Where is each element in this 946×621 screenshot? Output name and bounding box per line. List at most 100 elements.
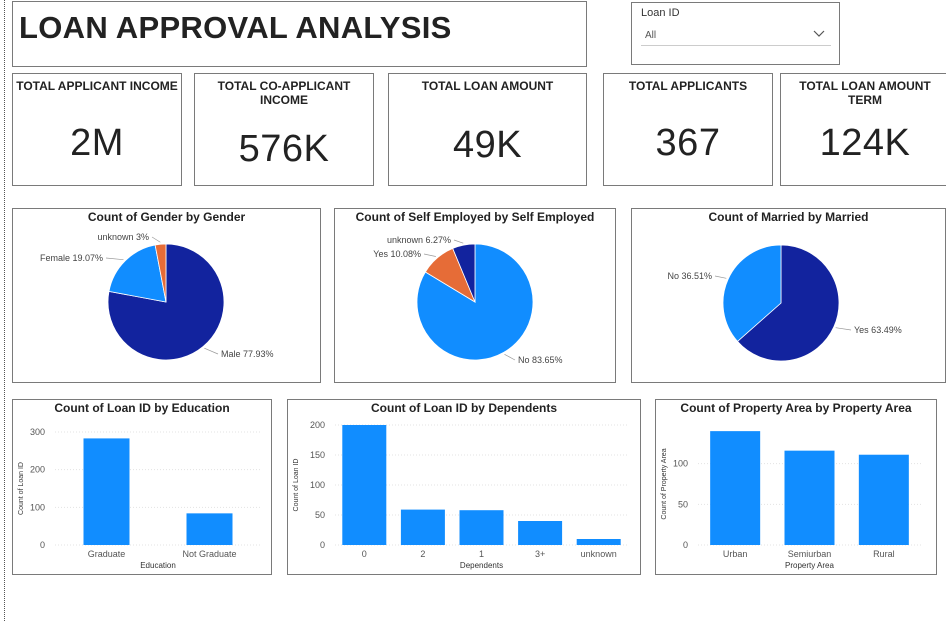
pie-data-label: Female 19.07% bbox=[40, 253, 103, 263]
chart-title: Count of Gender by Gender bbox=[87, 210, 246, 224]
bar[interactable] bbox=[400, 509, 445, 545]
pie-slice[interactable] bbox=[736, 244, 840, 362]
slicer-label: Loan ID bbox=[641, 7, 680, 19]
chart-title: Count of Self Employed by Self Employed bbox=[355, 210, 595, 224]
y-tick-label: 100 bbox=[310, 480, 325, 490]
slicer-selected-value: All bbox=[645, 30, 657, 41]
slicer-dropdown[interactable]: All bbox=[641, 25, 831, 46]
chevron-down-icon[interactable] bbox=[813, 30, 825, 38]
bar[interactable] bbox=[342, 425, 387, 545]
kpi-value: 576K bbox=[238, 128, 330, 170]
pie-data-label: No 83.65% bbox=[518, 355, 563, 365]
x-tick-label: 3+ bbox=[535, 549, 545, 559]
gender-pie-card: Count of Gender by Gender Male 77.93% Fem… bbox=[12, 208, 321, 383]
pie-leader-line bbox=[204, 347, 219, 355]
y-axis-label: Count of Property Area bbox=[661, 448, 668, 519]
y-tick-label: 300 bbox=[30, 427, 45, 437]
y-tick-label: 0 bbox=[320, 540, 325, 550]
pie-slice[interactable] bbox=[108, 244, 167, 303]
loan-id-slicer[interactable]: Loan ID All bbox=[631, 2, 840, 65]
kpi-title: TOTAL APPLICANTS bbox=[628, 79, 748, 93]
pie-leader-line bbox=[105, 257, 124, 261]
chart-title: Count of Loan ID by Education bbox=[54, 401, 230, 415]
x-tick-label: 2 bbox=[420, 549, 425, 559]
chart-title: Count of Property Area by Property Area bbox=[680, 401, 912, 415]
x-axis-label: Education bbox=[140, 561, 176, 570]
bar[interactable] bbox=[186, 513, 233, 545]
property-area-bar-chart: 0 50 100 Urban Semiurban Rural Property Area Co… bbox=[661, 431, 921, 570]
x-axis-label: Dependents bbox=[460, 561, 503, 570]
married-pie-card: Count of Married by Married Yes 63.49% No… bbox=[631, 208, 946, 383]
pie-leader-line bbox=[151, 236, 161, 243]
x-tick-label: Semiurban bbox=[788, 549, 832, 559]
y-tick-label: 50 bbox=[678, 499, 688, 509]
canvas-border bbox=[4, 0, 5, 621]
kpi-card-coapplicant-income: TOTAL CO-APPLICANT INCOME 576K bbox=[194, 73, 374, 186]
kpi-value: 367 bbox=[655, 122, 721, 164]
pie-leader-line bbox=[504, 353, 516, 361]
bar[interactable] bbox=[858, 454, 909, 545]
y-tick-label: 0 bbox=[40, 540, 45, 550]
pie-data-label: unknown 3% bbox=[97, 232, 149, 242]
kpi-value: 124K bbox=[819, 122, 911, 164]
pie-leader-line bbox=[453, 239, 464, 244]
x-axis-label: Property Area bbox=[785, 561, 834, 570]
kpi-title: TOTAL LOAN AMOUNT TERM bbox=[799, 79, 931, 107]
kpi-title: TOTAL LOAN AMOUNT bbox=[421, 79, 554, 93]
kpi-title: TOTAL APPLICANT INCOME bbox=[16, 79, 178, 93]
x-tick-label: Not Graduate bbox=[182, 549, 236, 559]
kpi-card-applicants: TOTAL APPLICANTS 367 bbox=[603, 73, 773, 186]
y-tick-label: 150 bbox=[310, 450, 325, 460]
self-employed-pie-card: Count of Self Employed by Self Employed … bbox=[334, 208, 616, 383]
property-area-bar-card: Count of Property Area by Property Area … bbox=[655, 399, 937, 575]
dependents-bar-card: Count of Loan ID by Dependents 0 50 100 150… bbox=[287, 399, 641, 575]
kpi-title: TOTAL CO-APPLICANT INCOME bbox=[217, 79, 351, 107]
pie-leader-line bbox=[423, 253, 436, 257]
bar[interactable] bbox=[83, 438, 130, 545]
chart-title: Count of Married by Married bbox=[708, 210, 869, 224]
bar[interactable] bbox=[710, 431, 761, 545]
y-axis-label: Count of Loan ID bbox=[18, 462, 25, 515]
y-axis-label: Count of Loan ID bbox=[293, 459, 300, 512]
kpi-card-applicant-income: TOTAL APPLICANT INCOME 2M bbox=[12, 73, 182, 186]
pie-slice[interactable] bbox=[416, 243, 534, 361]
x-tick-label: Graduate bbox=[88, 549, 126, 559]
pie-slice[interactable] bbox=[154, 243, 167, 303]
kpi-value: 2M bbox=[70, 122, 124, 164]
y-tick-label: 100 bbox=[673, 459, 688, 469]
bar[interactable] bbox=[576, 539, 621, 545]
x-tick-label: 1 bbox=[479, 549, 484, 559]
page-title: LOAN APPROVAL ANALYSIS bbox=[19, 10, 452, 45]
bar[interactable] bbox=[784, 450, 835, 545]
dependents-bar-chart: 0 50 100 150 200 0 2 1 3+ unknown Dependents Count … bbox=[293, 420, 628, 570]
kpi-card-loan-term: TOTAL LOAN AMOUNT TERM 124K bbox=[780, 73, 946, 186]
education-bar-chart: 0 100 200 300 Graduate Not Graduate Education C… bbox=[18, 427, 261, 570]
x-tick-label: Urban bbox=[723, 549, 748, 559]
pie-data-label: Yes 10.08% bbox=[373, 249, 421, 259]
pie-slice[interactable] bbox=[452, 243, 476, 303]
bar[interactable] bbox=[459, 510, 504, 545]
y-tick-label: 200 bbox=[30, 465, 45, 475]
x-tick-label: unknown bbox=[581, 549, 617, 559]
married-pie-chart: Yes 63.49% No 36.51% bbox=[667, 244, 902, 362]
x-tick-label: 0 bbox=[362, 549, 367, 559]
x-tick-label: Rural bbox=[873, 549, 895, 559]
pie-data-label: unknown 6.27% bbox=[387, 235, 451, 245]
pie-data-label: Yes 63.49% bbox=[854, 325, 902, 335]
kpi-value: 49K bbox=[452, 124, 523, 166]
pie-leader-line bbox=[714, 275, 727, 279]
gender-pie-chart: Male 77.93% Female 19.07% unknown 3% bbox=[40, 232, 274, 361]
pie-data-label: No 36.51% bbox=[667, 271, 712, 281]
y-tick-label: 0 bbox=[683, 540, 688, 550]
y-tick-label: 50 bbox=[315, 510, 325, 520]
kpi-card-loan-amount: TOTAL LOAN AMOUNT 49K bbox=[388, 73, 587, 186]
y-tick-label: 100 bbox=[30, 502, 45, 512]
education-bar-card: Count of Loan ID by Education 0 100 200 300… bbox=[12, 399, 272, 575]
bar[interactable] bbox=[518, 521, 563, 545]
pie-data-label: Male 77.93% bbox=[221, 349, 274, 359]
chart-title: Count of Loan ID by Dependents bbox=[371, 401, 557, 415]
title-card: LOAN APPROVAL ANALYSIS bbox=[12, 1, 587, 67]
pie-slice[interactable] bbox=[722, 244, 782, 342]
pie-leader-line bbox=[835, 327, 852, 331]
self-employed-pie-chart: No 83.65% Yes 10.08% unknown 6.27% bbox=[373, 235, 563, 365]
